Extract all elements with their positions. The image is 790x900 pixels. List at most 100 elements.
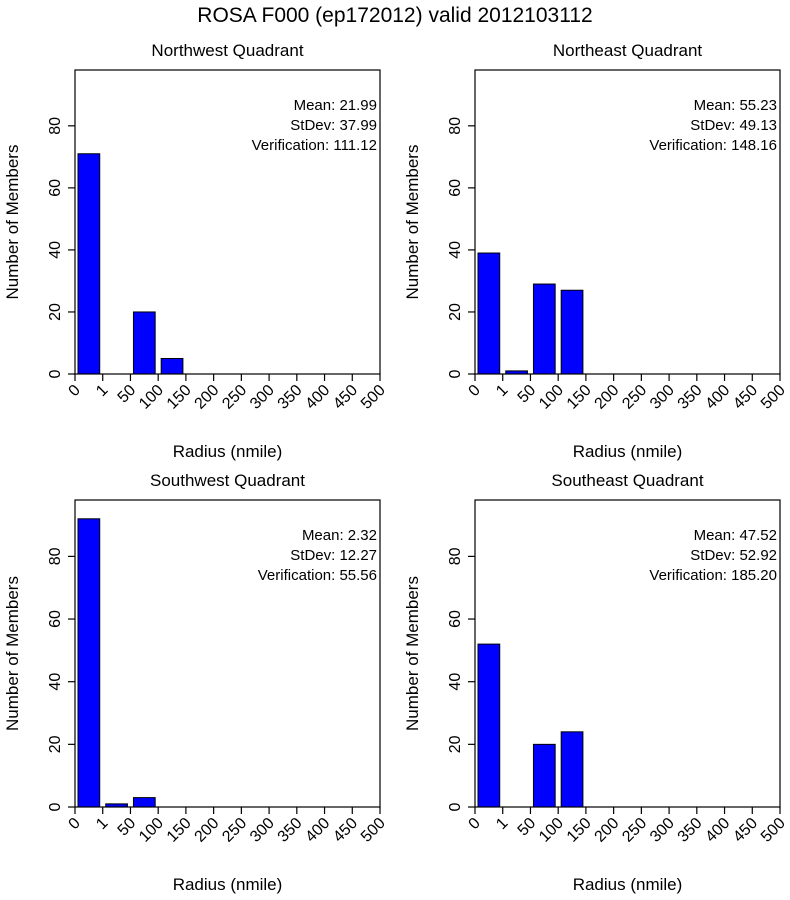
figure-title: ROSA F000 (ep172012) valid 2012103112 [197,4,592,27]
y-tick-label: 80 [447,117,464,135]
histogram-bar [132,311,156,375]
stats-verification: Verification: 111.12 [252,137,377,154]
y-tick-label: 80 [47,547,64,565]
panel-title: Southeast Quadrant [551,471,703,490]
x-tick-label: 1 [93,382,111,400]
x-tick-label: 500 [758,382,789,413]
y-tick-label: 60 [447,610,464,628]
x-tick-label: 50 [115,382,140,407]
x-tick-label: 1 [93,815,111,833]
stats-verification: Verification: 148.16 [649,137,777,154]
x-tick-label: 200 [192,815,223,846]
y-axis-label: Number of Members [403,145,422,300]
x-tick-label: 0 [466,382,484,400]
x-tick-label: 50 [115,815,140,840]
y-tick-label: 40 [447,673,464,691]
stats-mean: Mean: 2.32 [302,527,377,544]
histogram-bar [132,797,156,808]
histogram-bar [532,743,556,808]
y-tick-label: 20 [447,735,464,753]
x-tick-label: 150 [564,815,595,846]
stats-mean: Mean: 55.23 [694,97,777,114]
x-tick-label: 50 [515,815,540,840]
x-axis-label: Radius (nmile) [173,442,283,461]
stats-verification: Verification: 55.56 [258,567,377,584]
stats-stdev: StDev: 37.99 [290,117,377,134]
stats-verification: Verification: 185.20 [649,567,777,584]
x-tick-label: 450 [330,815,361,846]
x-tick-label: 1 [493,382,511,400]
y-tick-label: 20 [47,303,64,321]
x-tick-label: 400 [702,382,733,413]
x-tick-label: 450 [730,815,761,846]
x-tick-label: 100 [536,815,567,846]
y-tick-label: 40 [47,673,64,691]
x-tick-label: 350 [675,815,706,846]
x-tick-label: 250 [619,382,650,413]
x-tick-label: 500 [358,382,389,413]
x-tick-label: 150 [164,815,195,846]
x-tick-label: 350 [675,382,706,413]
y-tick-label: 60 [47,179,64,197]
x-tick-label: 450 [330,382,361,413]
histogram-bar [560,731,584,808]
panel-title: Southwest Quadrant [150,471,305,490]
y-tick-label: 60 [447,179,464,197]
x-tick-label: 1 [493,815,511,833]
x-tick-label: 300 [247,382,278,413]
stats-mean: Mean: 47.52 [694,527,777,544]
stats-stdev: StDev: 52.92 [690,547,777,564]
panel-title: Northwest Quadrant [151,41,303,60]
stats-stdev: StDev: 49.13 [690,117,777,134]
x-tick-label: 350 [275,382,306,413]
x-tick-label: 500 [358,815,389,846]
x-tick-label: 100 [136,815,167,846]
panel-title: Northeast Quadrant [553,41,703,60]
histogram-bar [160,357,184,375]
x-tick-label: 300 [647,815,678,846]
y-axis-label: Number of Members [403,576,422,731]
y-tick-label: 20 [47,735,64,753]
x-axis-label: Radius (nmile) [173,875,283,894]
x-axis-label: Radius (nmile) [573,875,683,894]
x-tick-label: 400 [702,815,733,846]
plot-frame [474,499,781,808]
x-tick-label: 150 [164,382,195,413]
histogram-bar [77,153,101,375]
histogram-bar [532,283,556,375]
plot-frame [74,69,381,375]
x-tick-label: 100 [536,382,567,413]
x-tick-label: 200 [592,815,623,846]
histogram-bar [560,289,584,375]
y-axis-label: Number of Members [3,145,22,300]
y-tick-label: 0 [447,802,464,811]
histogram-bar [477,643,501,808]
y-tick-label: 80 [47,117,64,135]
x-tick-label: 150 [564,382,595,413]
plot-frame [74,499,381,808]
x-tick-label: 250 [619,815,650,846]
x-tick-label: 0 [466,815,484,833]
x-tick-label: 200 [192,382,223,413]
x-tick-label: 350 [275,815,306,846]
y-tick-label: 80 [447,547,464,565]
x-tick-label: 250 [219,382,250,413]
histogram-bar [77,518,101,808]
plot-frame [474,69,781,375]
x-tick-label: 200 [592,382,623,413]
histogram-bar [477,252,501,375]
y-tick-label: 0 [47,802,64,811]
x-tick-label: 50 [515,382,540,407]
y-tick-label: 0 [47,369,64,378]
x-tick-label: 0 [66,815,84,833]
x-tick-label: 400 [302,382,333,413]
x-tick-label: 250 [219,815,250,846]
y-axis-label: Number of Members [3,576,22,731]
x-tick-label: 300 [647,382,678,413]
